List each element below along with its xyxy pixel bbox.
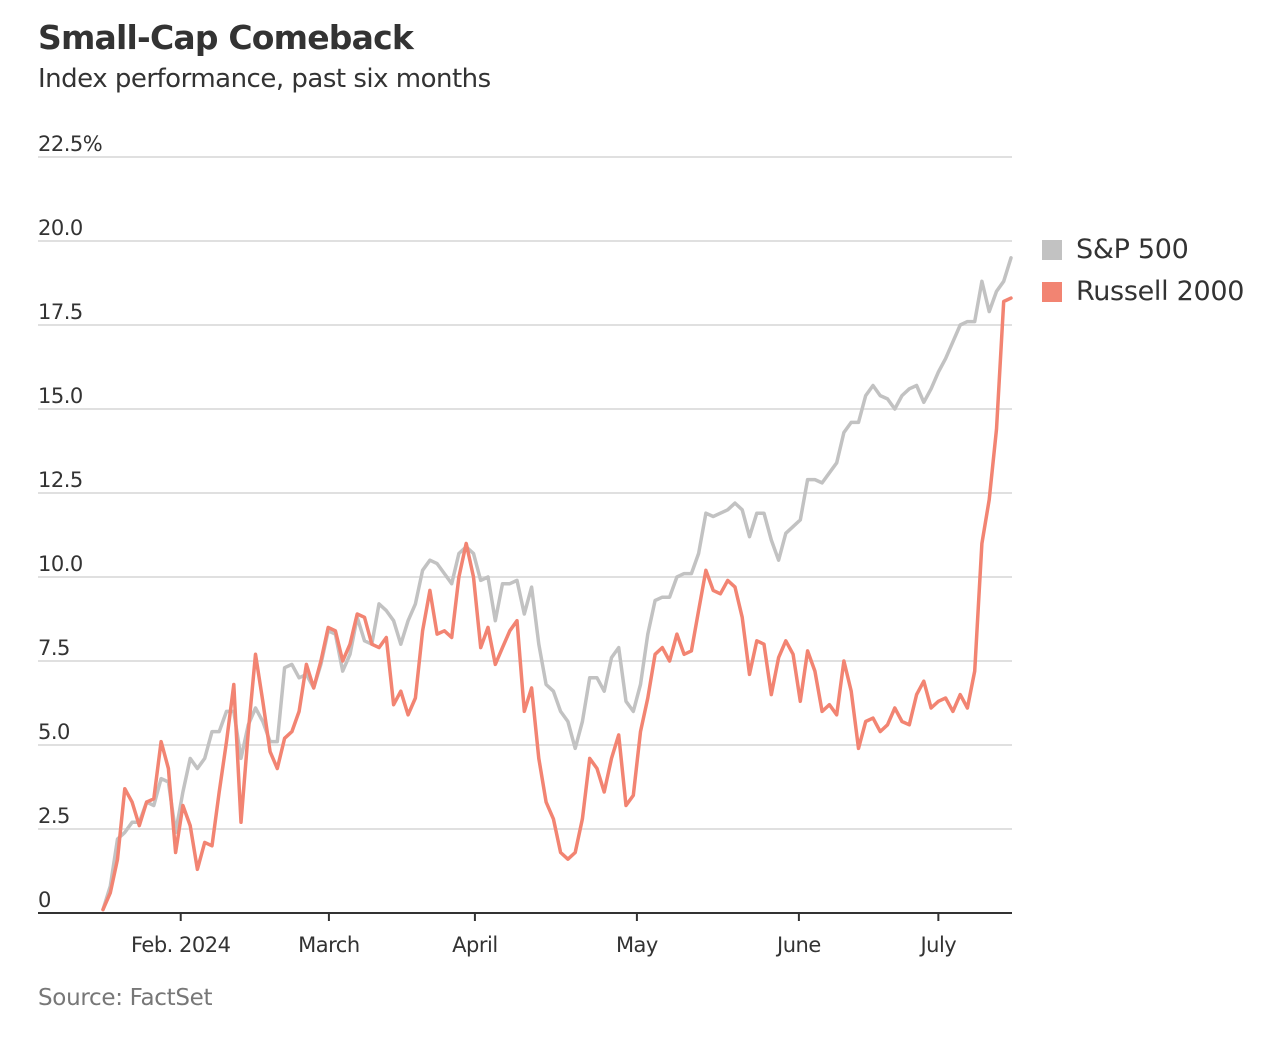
y-tick-label: 17.5: [38, 300, 83, 324]
y-tick-label: 15.0: [38, 384, 83, 408]
x-tick-label: Feb. 2024: [131, 933, 231, 957]
x-tick-label: July: [918, 933, 956, 957]
chart-title: Small-Cap Comeback: [38, 18, 414, 57]
x-tick-label: May: [616, 933, 658, 957]
series-line-sp500: [101, 256, 1013, 912]
x-tick-label: March: [298, 933, 360, 957]
y-tick-label: 7.5: [38, 636, 70, 660]
legend-swatch-sp500: [1042, 239, 1062, 260]
x-tick-label: April: [452, 933, 498, 957]
y-tick-label: 10.0: [38, 552, 83, 576]
chart-subtitle: Index performance, past six months: [38, 64, 491, 94]
y-tick-label: 22.5%: [38, 132, 102, 156]
legend-label-russell2000: Russell 2000: [1076, 276, 1245, 307]
legend-label-sp500: S&P 500: [1076, 234, 1189, 265]
y-tick-label: 5.0: [38, 720, 70, 744]
y-tick-label: 12.5: [38, 468, 83, 492]
legend-item-sp500: S&P 500: [1042, 234, 1189, 265]
series-line-russell2000: [101, 296, 1013, 912]
gridlines: [38, 156, 1012, 830]
y-axis-labels: 0 2.5 5.0 7.5 10.0 12.5 15.0 17.5 20.0 22.5%: [38, 132, 103, 912]
source-note: Source: FactSet: [38, 985, 213, 1011]
y-tick-label: 20.0: [38, 216, 83, 240]
legend-swatch-russell2000: [1042, 281, 1062, 302]
y-tick-label: 2.5: [38, 804, 70, 828]
x-axis: Feb. 2024 March April May June July: [38, 912, 1012, 957]
legend-item-russell2000: Russell 2000: [1042, 276, 1244, 307]
series-lines: [101, 256, 1013, 912]
y-tick-label: 0: [38, 888, 51, 912]
x-tick-label: June: [775, 933, 821, 957]
